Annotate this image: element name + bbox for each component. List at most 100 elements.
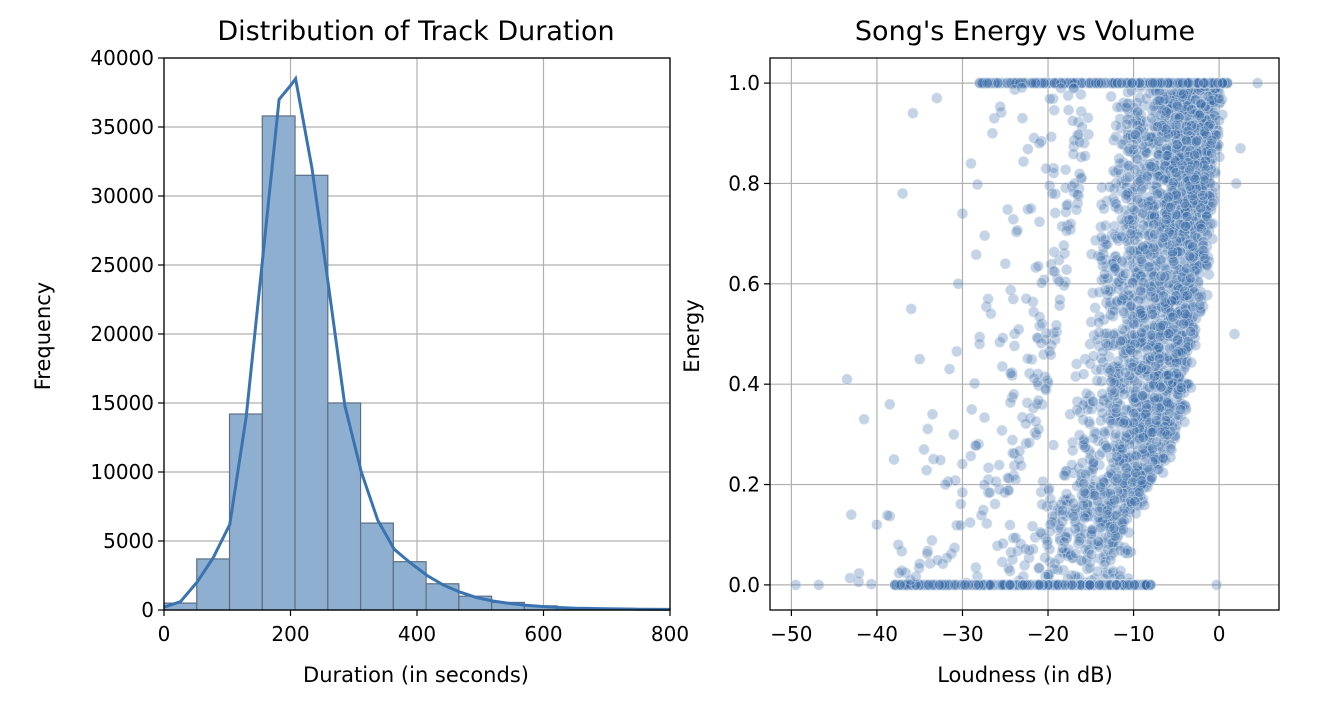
scatter-point [1056,504,1069,516]
scatter-point [1108,522,1120,534]
scatter-x-axis-label: Loudness (in dB) [937,663,1113,687]
scatter-point [1141,344,1153,356]
scatter-point [1105,90,1117,103]
scatter-point [1040,327,1053,339]
scatter-point [1053,275,1065,287]
scatter-point [1153,135,1165,147]
scatter-point [1098,203,1110,215]
scatter-point [1077,414,1089,426]
scatter-point [1076,121,1088,133]
scatter-point [1157,452,1169,464]
scatter-point [1008,388,1020,400]
y-tick-label: 0.4 [728,372,760,396]
histogram-bar [327,402,362,611]
scatter-point [978,411,991,424]
y-tick-label: 0.6 [728,272,760,296]
scatter-point [985,308,997,320]
scatter-point [1017,579,1029,591]
scatter-point [1088,350,1100,362]
scatter-point [1095,521,1107,534]
scatter-point [905,303,917,315]
scatter-point [1141,170,1153,182]
scatter-point [1099,284,1111,296]
scatter-point [1155,270,1167,282]
scatter-point [1146,308,1159,320]
scatter-y-axis-label: Energy [680,299,704,373]
scatter-point [926,534,938,547]
x-tick-label: −30 [941,622,983,646]
scatter-point [1107,165,1120,177]
scatter-point [1110,402,1122,415]
scatter-point [918,443,930,455]
scatter-point [1087,395,1099,407]
scatter-point [1095,251,1107,263]
scatter-point [1104,554,1117,566]
scatter-point [1117,305,1130,317]
scatter-point [1085,548,1098,561]
scatter-point [1033,216,1046,228]
scatter-point [949,579,961,591]
scatter-point [1151,121,1164,133]
scatter-point [1016,112,1029,124]
scatter-point [1167,246,1179,258]
scatter-point [971,178,984,191]
scatter-point [1048,265,1060,277]
scatter-point [1030,415,1042,428]
scatter-point [1045,349,1057,361]
scatter-point [1120,101,1132,113]
scatter-point [948,428,960,441]
scatter-point [1096,181,1108,193]
scatter-point [1095,231,1108,243]
scatter-point [1158,174,1170,186]
scatter-point [1206,147,1218,159]
histogram-bar [196,558,231,611]
scatter-point [1193,291,1205,303]
histogram-x-ticks: 0 200 400 600 800 [158,610,689,646]
scatter-point [1022,143,1034,155]
scatter-point [914,558,926,570]
scatter-point [1137,390,1149,402]
histogram-y-axis-label: Frequency [31,282,55,391]
scatter-point [1182,125,1194,137]
scatter-point [1091,375,1103,387]
scatter-point [813,579,825,591]
scatter-point [894,579,906,591]
scatter-point [1099,268,1111,280]
scatter-point [1117,524,1130,536]
scatter-point [858,413,870,425]
scatter-point [1160,213,1173,225]
scatter-point [1172,334,1184,346]
scatter-point [1070,548,1082,560]
scatter-point [1017,156,1030,168]
scatter-point [1056,515,1069,528]
scatter-point [1199,253,1211,265]
scatter-point [965,157,977,169]
scatter-point [1147,77,1159,89]
x-tick-label: −40 [856,622,898,646]
scatter-point [1125,228,1137,240]
scatter-point [1179,197,1191,210]
y-tick-label: 20000 [90,322,154,346]
scatter-point [1117,323,1129,335]
scatter-point [1211,579,1223,591]
scatter-point [1165,201,1177,213]
scatter-point [1197,189,1209,201]
scatter-point [1123,579,1135,591]
scatter-point [1128,204,1140,216]
y-tick-label: 35000 [90,115,154,139]
scatter-point [1034,526,1046,538]
scatter-point [865,578,877,590]
scatter-point [1135,362,1148,374]
scatter-point [1161,429,1173,441]
scatter-point [1019,543,1032,555]
scatter-point [1046,187,1058,200]
scatter-point [1036,498,1048,510]
scatter-point [1178,88,1190,100]
scatter-point [1153,402,1165,414]
scatter-point [994,101,1006,113]
scatter-point [1003,579,1016,591]
x-tick-label: 200 [271,622,309,646]
scatter-x-ticks: −50 −40 −30 −20 −10 0 [770,610,1225,646]
scatter-point [1110,428,1122,440]
scatter-point [1041,535,1054,547]
